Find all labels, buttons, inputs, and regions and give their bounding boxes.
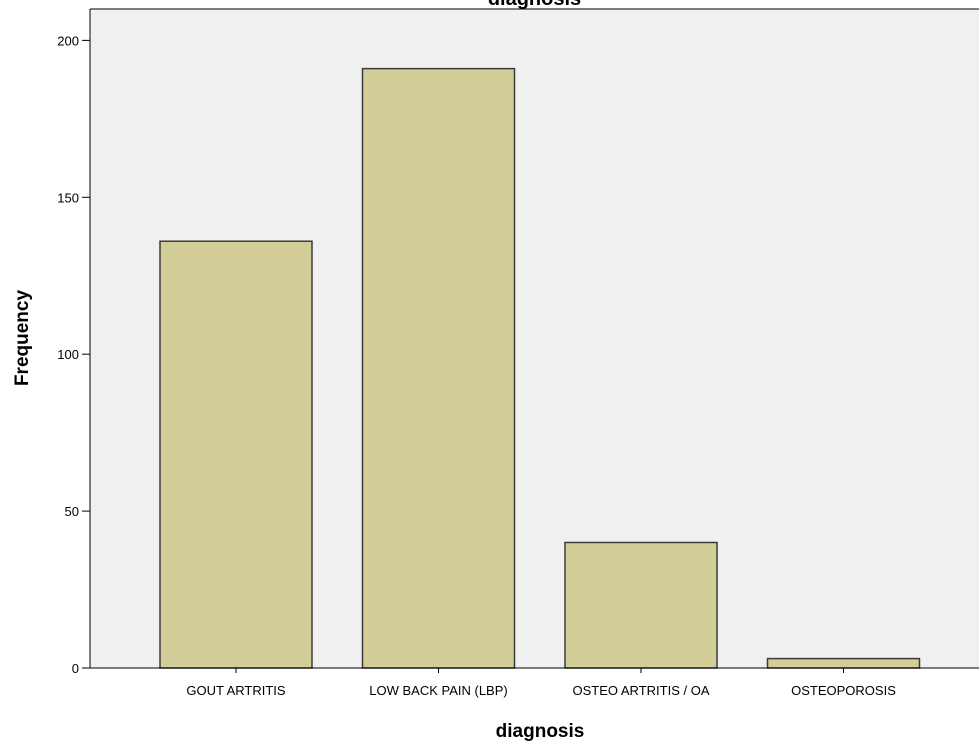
- x-axis: GOUT ARTRITIS LOW BACK PAIN (LBP) OSTEO AR…: [90, 667, 979, 698]
- y-axis: 0 50 100 150 200: [57, 8, 979, 676]
- bar-osteo-artritis-oa: [564, 541, 718, 669]
- bars-group: [159, 67, 921, 669]
- x-tick-label: GOUT ARTRITIS: [186, 683, 286, 698]
- bar-low-back-pain-lbp: [361, 67, 516, 669]
- x-axis-title: diagnosis: [496, 721, 585, 742]
- x-tick-label: OSTEOPOROSIS: [791, 683, 896, 698]
- y-tick-label: 100: [57, 347, 79, 362]
- bar-gout-artritis: [159, 240, 313, 669]
- x-tick-label: LOW BACK PAIN (LBP): [369, 683, 507, 698]
- y-axis-title: Frequency: [12, 290, 33, 387]
- y-tick-label: 150: [57, 190, 79, 205]
- y-tick-label: 50: [65, 504, 79, 519]
- y-tick-label: 0: [72, 661, 79, 676]
- bar-osteoporosis: [766, 657, 921, 669]
- chart-title: diagnosis: [488, 0, 581, 10]
- x-tick-label: OSTEO ARTRITIS / OA: [572, 683, 709, 698]
- y-tick-label: 200: [57, 33, 79, 48]
